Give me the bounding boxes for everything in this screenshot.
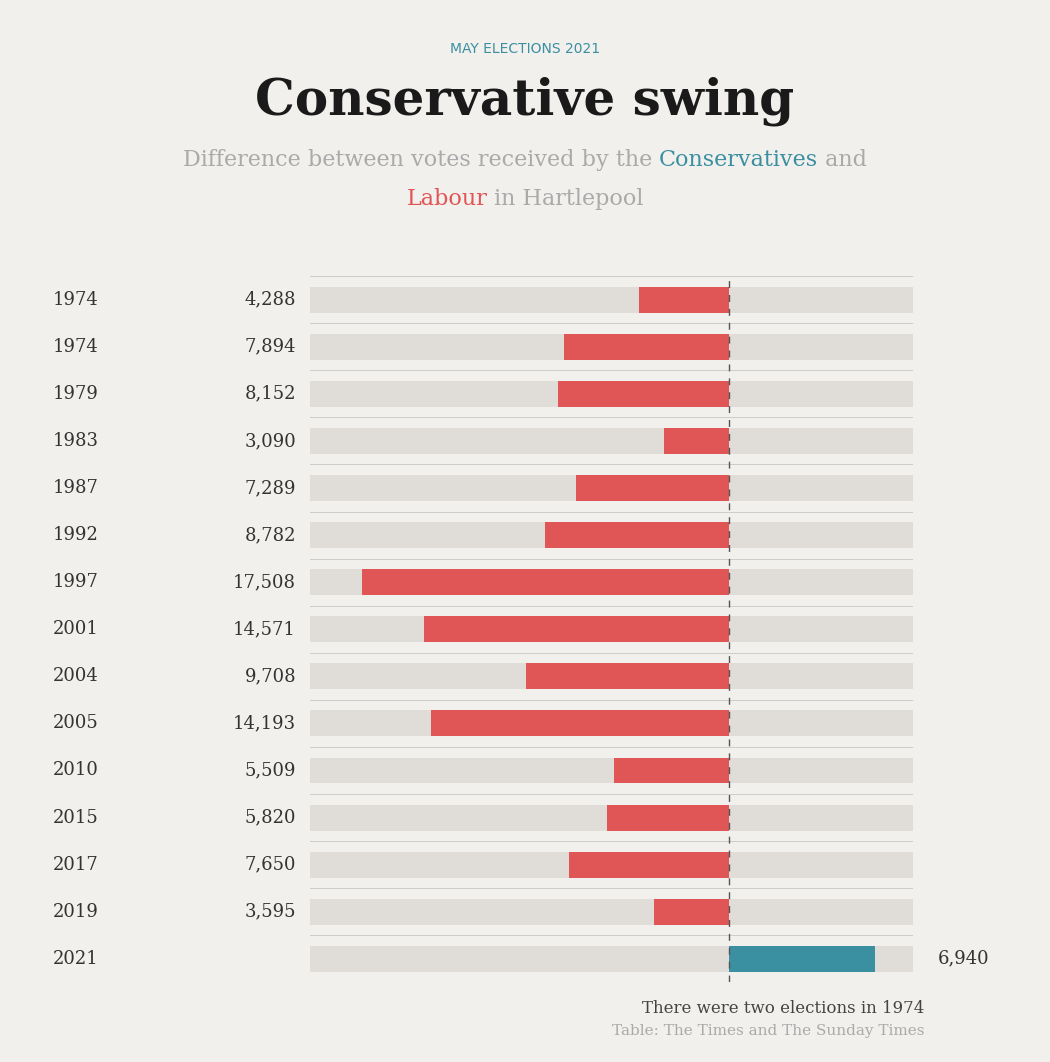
Text: 7,650: 7,650	[245, 856, 296, 874]
Text: 2019: 2019	[52, 903, 99, 921]
Bar	[362, 569, 729, 595]
Bar	[310, 569, 914, 595]
Text: 8,152: 8,152	[245, 384, 296, 402]
Text: 3,595: 3,595	[245, 903, 296, 921]
Text: 1974: 1974	[52, 338, 99, 356]
Text: 17,508: 17,508	[233, 573, 296, 592]
Bar	[310, 805, 914, 830]
Text: 1987: 1987	[52, 479, 99, 497]
Text: Conservatives: Conservatives	[659, 149, 818, 171]
Text: 8,782: 8,782	[245, 526, 296, 544]
Bar	[665, 428, 729, 453]
Bar	[310, 898, 914, 925]
Text: 6,940: 6,940	[938, 949, 989, 967]
Text: 14,193: 14,193	[233, 715, 296, 733]
Text: 5,509: 5,509	[245, 761, 296, 780]
Bar	[569, 852, 729, 877]
Text: 4,288: 4,288	[245, 291, 296, 309]
Bar	[310, 333, 914, 360]
Text: 5,820: 5,820	[245, 808, 296, 826]
Bar	[310, 428, 914, 453]
Bar	[654, 898, 729, 925]
Bar	[559, 381, 729, 407]
Bar	[310, 475, 914, 501]
Bar	[310, 757, 914, 784]
Text: 1997: 1997	[52, 573, 99, 592]
Text: Table: The Times and The Sunday Times: Table: The Times and The Sunday Times	[611, 1024, 924, 1038]
Text: 7,894: 7,894	[245, 338, 296, 356]
Bar	[639, 287, 729, 312]
Text: 7,289: 7,289	[245, 479, 296, 497]
Bar	[310, 664, 914, 689]
Text: Labour: Labour	[406, 188, 487, 210]
Text: 1979: 1979	[52, 384, 99, 402]
Bar	[310, 710, 914, 736]
Text: 2004: 2004	[52, 667, 99, 685]
Text: 2021: 2021	[52, 949, 99, 967]
Text: Conservative swing: Conservative swing	[255, 76, 795, 126]
Bar	[310, 287, 914, 312]
Bar	[310, 523, 914, 548]
Text: 3,090: 3,090	[245, 432, 296, 450]
Text: 2001: 2001	[52, 620, 99, 638]
Text: 1974: 1974	[52, 291, 99, 309]
Text: 1983: 1983	[52, 432, 99, 450]
Text: 2010: 2010	[52, 761, 99, 780]
Bar	[432, 710, 729, 736]
Bar	[310, 616, 914, 643]
Text: and: and	[818, 149, 867, 171]
Bar	[310, 381, 914, 407]
Text: 14,571: 14,571	[233, 620, 296, 638]
Text: in Hartlepool: in Hartlepool	[487, 188, 644, 210]
Bar	[576, 475, 729, 501]
Text: 1992: 1992	[52, 526, 99, 544]
Bar	[525, 664, 729, 689]
Text: There were two elections in 1974: There were two elections in 1974	[642, 1000, 924, 1017]
Text: 2017: 2017	[52, 856, 99, 874]
Bar	[310, 946, 914, 972]
Bar	[607, 805, 729, 830]
Bar	[613, 757, 729, 784]
Text: Difference between votes received by the: Difference between votes received by the	[183, 149, 659, 171]
Text: MAY ELECTIONS 2021: MAY ELECTIONS 2021	[450, 42, 600, 56]
Text: 2005: 2005	[52, 715, 99, 733]
Text: 9,708: 9,708	[245, 667, 296, 685]
Bar	[423, 616, 729, 643]
Bar	[310, 852, 914, 877]
Bar	[545, 523, 729, 548]
Text: 2015: 2015	[52, 808, 99, 826]
Bar	[729, 946, 875, 972]
Bar	[564, 333, 729, 360]
